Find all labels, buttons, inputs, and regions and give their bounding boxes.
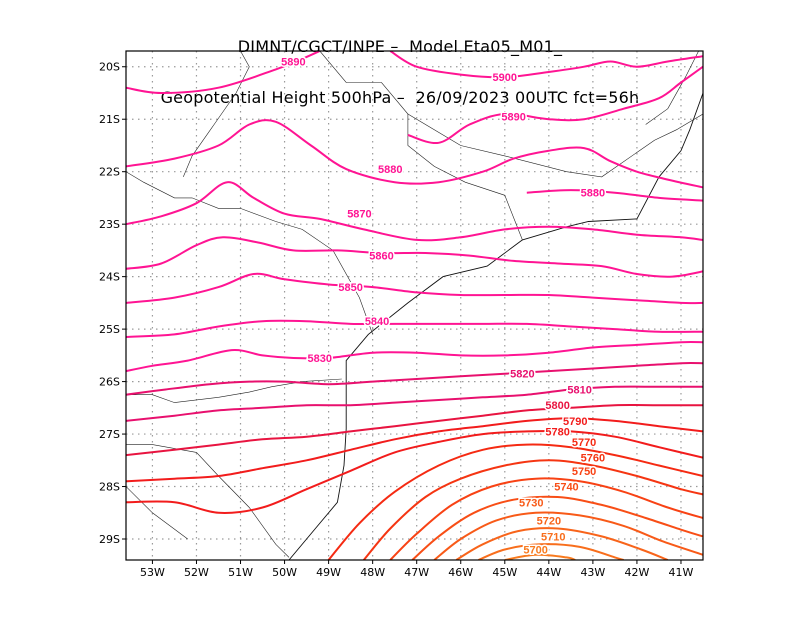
contour-line-5740	[411, 495, 703, 560]
longitude-axis: 53W 52W 51W 50W 49W 48W 47W 46W 45W 44W 43W 42W 41W	[140, 560, 694, 579]
contour-label-5900: 5900	[493, 72, 517, 84]
contour-label-5870: 5870	[347, 209, 371, 221]
contour-label-5830: 5830	[308, 353, 332, 365]
x-tick-label: 49W	[316, 566, 341, 579]
state-border	[126, 171, 373, 335]
contour-line-5880	[126, 119, 703, 189]
y-tick-label: 25S	[99, 323, 120, 336]
contour-label-5740: 5740	[554, 482, 578, 494]
contour-line-5770	[327, 443, 703, 560]
contour-line-5760	[363, 459, 703, 560]
contour-label-5760: 5760	[581, 453, 605, 465]
x-tick-label: 50W	[272, 566, 297, 579]
x-tick-label: 51W	[228, 566, 253, 579]
contour-label-5810: 5810	[567, 384, 591, 396]
contour-line-5880	[526, 189, 703, 202]
contour-line-5750	[389, 477, 703, 560]
state-border	[126, 486, 188, 540]
contour-label-5780: 5780	[545, 426, 569, 438]
x-tick-label: 41W	[669, 566, 694, 579]
contour-line-5820	[126, 362, 703, 396]
x-tick-label: 52W	[184, 566, 209, 579]
coastline	[288, 239, 523, 560]
y-tick-label: 24S	[99, 271, 120, 284]
y-tick-label: 29S	[99, 533, 120, 546]
contour-line-5870	[126, 181, 703, 242]
contour-line-5890	[126, 51, 321, 95]
contour-label-5890: 5890	[501, 112, 525, 124]
y-tick-label: 21S	[99, 113, 120, 126]
contour-label-5880: 5880	[378, 164, 402, 176]
x-tick-label: 45W	[492, 566, 517, 579]
y-tick-label: 27S	[99, 428, 120, 441]
contour-line-5850	[126, 272, 703, 305]
contour-label-5710: 5710	[541, 531, 565, 543]
title-line-2: Geopotential Height 500hPa – 26/09/2023 …	[160, 88, 640, 107]
contour-line-5710	[478, 543, 624, 560]
coastline-northeast	[522, 92, 703, 241]
plot-frame	[125, 50, 704, 561]
geography-layer	[126, 51, 703, 560]
contour-label-5800: 5800	[545, 400, 569, 412]
contour-label-5820: 5820	[510, 369, 534, 381]
y-tick-label: 23S	[99, 218, 120, 231]
contour-line-5900	[389, 51, 703, 79]
x-tick-label: 42W	[624, 566, 649, 579]
x-tick-label: 48W	[360, 566, 385, 579]
contour-line-5730	[433, 511, 703, 560]
contour-line-5780	[126, 429, 703, 514]
contour-line-5800	[126, 404, 703, 457]
contour-line-5830	[126, 341, 703, 373]
y-tick-label: 22S	[99, 166, 120, 179]
x-tick-label: 43W	[580, 566, 605, 579]
contour-label-5700: 5700	[523, 545, 547, 557]
contour-line-5840	[126, 319, 703, 338]
y-tick-label: 26S	[99, 376, 120, 389]
contour-layer: 5900 5890 5890 5880 5880 5870 5860 5850 5840 5830…	[126, 51, 703, 560]
state-border	[407, 113, 703, 178]
contour-label-5730: 5730	[519, 497, 543, 509]
x-tick-label: 46W	[448, 566, 473, 579]
contour-line-5720	[455, 527, 669, 560]
lat-lon-grid	[126, 51, 703, 560]
contour-line-5700	[504, 553, 576, 560]
x-tick-label: 53W	[140, 566, 165, 579]
contour-label-5840: 5840	[365, 316, 389, 328]
contour-label-5770: 5770	[572, 437, 596, 449]
contour-label-5890: 5890	[281, 56, 305, 68]
contour-label-5880: 5880	[581, 188, 605, 200]
contour-line-5860	[126, 236, 703, 278]
x-tick-label: 47W	[404, 566, 429, 579]
contour-label-5790: 5790	[563, 416, 587, 428]
contour-line-5810	[126, 385, 703, 422]
latitude-axis: 20S 21S 22S 23S 24S 25S 26S 27S 28S 29S	[99, 61, 126, 546]
contour-label-5860: 5860	[369, 251, 393, 263]
contour-label-5850: 5850	[338, 282, 362, 294]
y-tick-label: 28S	[99, 481, 120, 494]
x-tick-label: 44W	[536, 566, 561, 579]
contour-label-5750: 5750	[572, 466, 596, 478]
contour-line-5790	[126, 417, 703, 483]
state-border	[183, 51, 250, 178]
y-tick-label: 20S	[99, 61, 120, 74]
state-border	[645, 51, 699, 125]
contour-line-5890	[407, 65, 703, 145]
state-border	[319, 51, 523, 241]
contour-label-5720: 5720	[537, 516, 561, 528]
